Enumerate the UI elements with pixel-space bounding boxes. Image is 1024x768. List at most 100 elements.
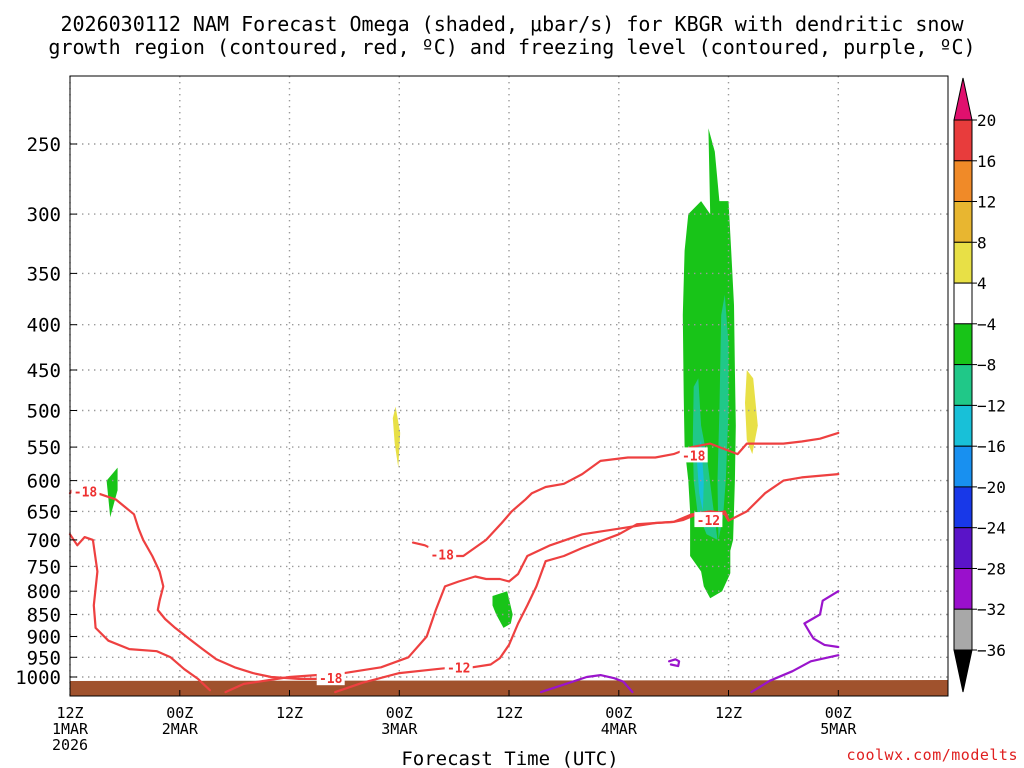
x-tick-label: 2026 (52, 736, 88, 754)
y-tick-label: 400 (27, 315, 61, 337)
colorbar-label: −28 (977, 560, 1006, 579)
omega-region-yellow-06 (737, 201, 765, 543)
colorbar-bottom-arrow (953, 649, 973, 693)
colorbar-swatch (953, 282, 973, 325)
y-tick-label: 900 (27, 627, 61, 649)
freezing-contour-0 (803, 590, 840, 649)
credit-text: coolwx.com/modelts (846, 746, 1018, 764)
dendritic-contour--18 (224, 510, 730, 694)
colorbar-swatch (953, 119, 973, 162)
colorbar-swatch (953, 241, 973, 284)
x-axis-label: Forecast Time (UTC) (401, 748, 618, 768)
colorbar-label: 4 (977, 274, 987, 293)
chart-title-line2: growth region (contoured, red, ºC) and f… (48, 35, 975, 59)
contour-label: -18 (430, 548, 454, 563)
colorbar-swatch (953, 364, 973, 406)
y-tick-label: 600 (27, 471, 61, 493)
colorbar-label: 20 (977, 111, 996, 130)
colorbar-swatch (953, 486, 973, 529)
contour-label-bg (694, 512, 723, 528)
y-tick-label: 950 (27, 647, 61, 669)
x-tick-label: 12Z (276, 704, 303, 722)
colorbar-swatch (953, 201, 973, 243)
contour-label-bg (71, 483, 100, 499)
colorbar-label: −12 (977, 396, 1006, 415)
colorbar-label: −8 (977, 356, 996, 375)
x-tick-label: 12Z (495, 704, 522, 722)
x-tick-label: 3MAR (381, 720, 418, 738)
omega-region-green-02 (492, 591, 513, 628)
colorbar-swatch (953, 527, 973, 570)
contour-label-bg (428, 546, 457, 562)
omega-region-yellow-04 (298, 406, 352, 529)
contour-label: -18 (319, 672, 343, 687)
x-tick-label: 12Z (56, 704, 83, 722)
contour-label: -18 (74, 485, 98, 500)
omega-region-yellow-08 (730, 539, 734, 592)
omega-region-yellow-07 (680, 576, 697, 664)
chart-title-line1: 2026030112 NAM Forecast Omega (shaded, μ… (60, 12, 964, 36)
freezing-contour-0 (667, 658, 681, 668)
colorbar-label: 16 (977, 152, 996, 171)
omega-region-yellow-02 (187, 238, 202, 353)
contour-label: -12 (447, 661, 470, 676)
contour-label: -18 (682, 449, 706, 464)
omega-region-green-01 (106, 467, 118, 518)
x-tick-label: 00Z (825, 704, 852, 722)
omega-region-orange-01 (392, 406, 401, 468)
y-tick-label: 750 (27, 556, 61, 578)
y-tick-label: 850 (27, 605, 61, 627)
freezing-contour-0 (750, 654, 840, 694)
freezing-contour-0 (539, 673, 634, 694)
x-tick-label: 00Z (166, 704, 193, 722)
colorbar-label: −16 (977, 437, 1006, 456)
y-tick-label: 700 (27, 530, 61, 552)
contour-label-bg (679, 447, 708, 463)
contour-label-bg (316, 670, 345, 686)
contour-label-bg (444, 659, 473, 675)
omega-region-yellow-01 (146, 505, 160, 556)
x-tick-label: 00Z (605, 704, 632, 722)
y-axis: 2503003504004505005506006507007508008509… (15, 134, 77, 689)
omega-region-teal-02 (717, 294, 729, 540)
y-tick-label: 550 (27, 437, 61, 459)
colorbar-label: 12 (977, 193, 996, 212)
dendritic-contour--18 (68, 533, 211, 692)
x-tick-label: 2MAR (162, 720, 199, 738)
omega-region-orange-02 (745, 370, 758, 455)
contour-labels: -18 -18 -18 -12 -18 -12 (71, 447, 723, 687)
x-tick-label: 00Z (386, 704, 413, 722)
colorbar-label: −20 (977, 478, 1006, 497)
colorbar-swatch (953, 568, 973, 610)
x-tick-label: 12Z (715, 704, 742, 722)
y-tick-label: 450 (27, 360, 61, 382)
omega-region-yellow-03 (190, 425, 206, 491)
colorbar-label: −32 (977, 600, 1006, 619)
colorbar-swatch (953, 608, 973, 651)
contour-label: -12 (697, 514, 720, 529)
omega-region-yellow-09 (766, 576, 775, 619)
colorbar-swatch (953, 323, 973, 366)
y-tick-label: 250 (27, 134, 61, 156)
colorbar-label: −4 (977, 315, 996, 334)
colorbar-label: 8 (977, 233, 987, 252)
y-tick-label: 500 (27, 401, 61, 423)
colorbar: 20 16 12 8 4 −4 −8 −12 −16 −20 −24 −28 −32 −36 (953, 77, 1006, 693)
y-tick-label: 1000 (15, 667, 61, 689)
dendritic-contour--18 (411, 431, 840, 558)
dendritic-contour--18 (68, 485, 337, 681)
colorbar-label: −24 (977, 519, 1006, 538)
y-tick-label: 650 (27, 501, 61, 523)
x-tick-label: 5MAR (820, 720, 857, 738)
x-tick-label: 1MAR (52, 720, 89, 738)
y-tick-label: 300 (27, 204, 61, 226)
omega-region-yellow-05 (379, 303, 413, 613)
y-tick-label: 350 (27, 263, 61, 285)
colorbar-swatch (953, 404, 973, 447)
y-tick-label: 800 (27, 581, 61, 603)
x-tick-label: 4MAR (601, 720, 638, 738)
colorbar-swatch (953, 160, 973, 203)
colorbar-label: −36 (977, 641, 1006, 660)
